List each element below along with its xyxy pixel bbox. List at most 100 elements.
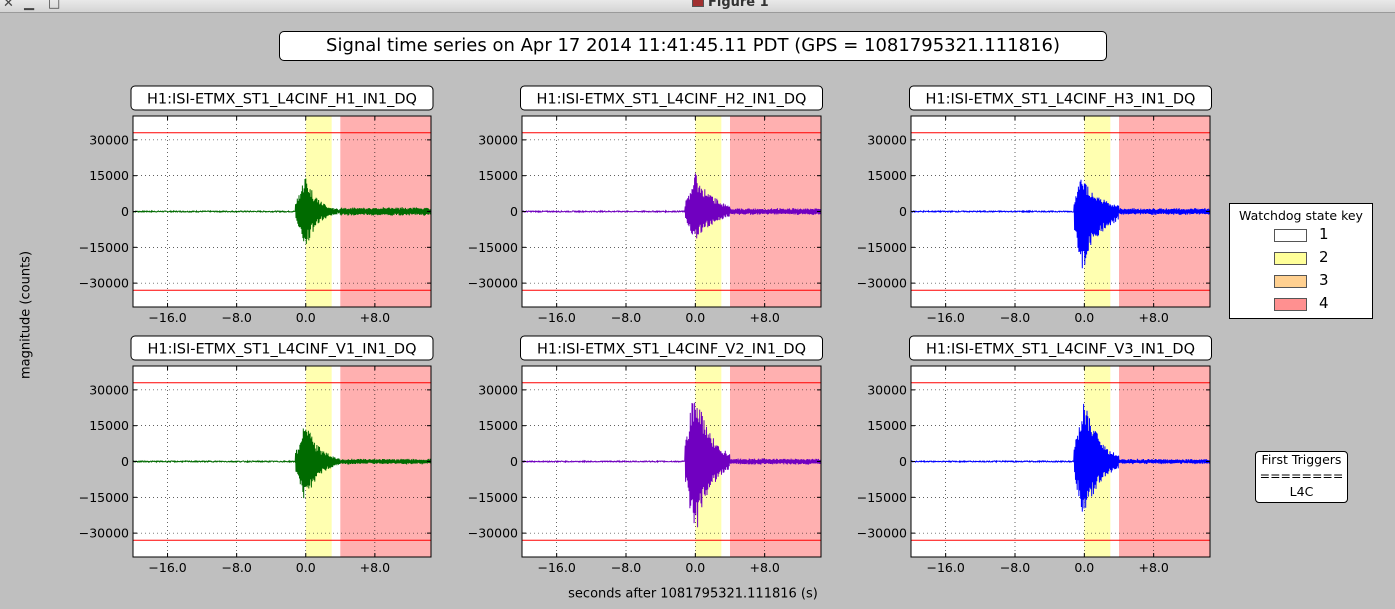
y-tick-label: 15000 [89, 418, 129, 433]
signal-trace [521, 402, 822, 528]
y-tick-label: 15000 [89, 168, 129, 183]
x-tick-label: −8.0 [611, 560, 641, 575]
subplot-6: 30000 15000 0 −15000 −30000 −16.0 −8.0 0.0 +8.0 H… [857, 335, 1212, 575]
legend-item-4: 4 [1230, 292, 1372, 315]
legend-item-2: 2 [1230, 246, 1372, 269]
legend-swatch [1274, 298, 1307, 311]
first-triggers-box: First Triggers ======== L4C [1255, 451, 1348, 503]
legend: Watchdog state key 1 2 3 4 [1229, 203, 1373, 319]
minimize-icon[interactable]: ▁ [24, 0, 34, 11]
x-tick-label: −8.0 [221, 310, 251, 325]
y-tick-label: 30000 [867, 382, 907, 397]
x-tick-label: 0.0 [685, 310, 705, 325]
y-tick-label: −30000 [79, 526, 129, 541]
x-tick-label: 0.0 [296, 560, 316, 575]
subplot-title-box [130, 335, 434, 361]
x-axis-label: seconds after 1081795321.111816 (s) [568, 586, 818, 602]
x-tick-label: −16.0 [538, 310, 576, 325]
y-tick-label: −15000 [857, 240, 907, 255]
subplot-title-box [520, 335, 823, 361]
y-tick-label: −30000 [79, 276, 129, 291]
first-triggers-separator: ======== [1259, 468, 1344, 483]
legend-swatch [1274, 229, 1307, 242]
subplot-title-box [909, 85, 1212, 111]
y-tick-label: 30000 [89, 132, 129, 147]
legend-label: 4 [1319, 294, 1329, 312]
subplot-title-box [909, 335, 1212, 361]
signal-trace [132, 178, 432, 245]
y-tick-label: 15000 [478, 418, 518, 433]
subplot-4: 30000 15000 0 −15000 −30000 −16.0 −8.0 0.0 +8.0 H… [79, 335, 434, 575]
y-tick-label: 0 [510, 454, 518, 469]
x-tick-label: −8.0 [1000, 560, 1030, 575]
legend-label: 2 [1319, 248, 1329, 266]
x-tick-label: −8.0 [611, 310, 641, 325]
x-tick-label: +8.0 [749, 560, 779, 575]
y-tick-label: 30000 [478, 132, 518, 147]
y-tick-label: 30000 [478, 382, 518, 397]
y-tick-label: 0 [121, 454, 129, 469]
x-tick-label: +8.0 [749, 310, 779, 325]
y-tick-label: 15000 [867, 168, 907, 183]
y-tick-label: −30000 [468, 276, 518, 291]
legend-swatch [1274, 275, 1307, 288]
signal-trace [132, 428, 432, 499]
subplot-title: H1:ISI-ETMX_ST1_L4CINF_H3_IN1_DQ [926, 92, 1196, 108]
y-tick-label: −15000 [468, 240, 518, 255]
x-tick-label: 0.0 [296, 310, 316, 325]
y-tick-label: 0 [899, 454, 907, 469]
first-triggers-title: First Triggers [1261, 452, 1342, 467]
first-triggers-value: L4C [1289, 484, 1314, 499]
subplot-title: H1:ISI-ETMX_ST1_L4CINF_H2_IN1_DQ [537, 92, 807, 108]
x-tick-label: −16.0 [148, 310, 186, 325]
y-tick-label: 15000 [867, 418, 907, 433]
x-tick-label: 0.0 [685, 560, 705, 575]
y-tick-label: −30000 [468, 526, 518, 541]
signal-trace [521, 173, 822, 239]
legend-swatch [1274, 252, 1307, 265]
y-tick-label: 0 [510, 204, 518, 219]
signal-trace [910, 179, 1211, 269]
legend-item-3: 3 [1230, 269, 1372, 292]
y-axis-label: magnitude (counts) [18, 250, 34, 380]
maximize-icon[interactable]: □ [48, 0, 61, 11]
x-tick-label: +8.0 [1138, 310, 1168, 325]
y-tick-label: 15000 [478, 168, 518, 183]
subplot-title: H1:ISI-ETMX_ST1_L4CINF_V3_IN1_DQ [926, 342, 1195, 358]
y-tick-label: −30000 [857, 276, 907, 291]
x-tick-label: −8.0 [221, 560, 251, 575]
y-tick-label: −30000 [857, 526, 907, 541]
x-tick-label: −16.0 [148, 560, 186, 575]
y-tick-label: −15000 [79, 490, 129, 505]
x-tick-label: 0.0 [1074, 560, 1094, 575]
x-tick-label: +8.0 [360, 560, 390, 575]
y-tick-label: 30000 [867, 132, 907, 147]
x-tick-label: −16.0 [927, 560, 965, 575]
x-tick-label: +8.0 [1138, 560, 1168, 575]
subplot-title-box [130, 85, 434, 111]
x-tick-label: +8.0 [360, 310, 390, 325]
legend-label: 1 [1319, 225, 1329, 243]
close-icon[interactable]: ✕ [3, 0, 14, 11]
app-icon [692, 0, 704, 7]
window-titlebar: ✕ ▁ □ Figure 1 [0, 0, 1395, 13]
figure-title: Signal time series on Apr 17 2014 11:41:… [279, 31, 1107, 61]
y-tick-label: −15000 [79, 240, 129, 255]
legend-title: Watchdog state key [1239, 208, 1363, 223]
x-tick-label: −16.0 [927, 310, 965, 325]
legend-item-1: 1 [1230, 223, 1372, 246]
subplot-5: 30000 15000 0 −15000 −30000 −16.0 −8.0 0.0 +8.0 H… [468, 335, 823, 575]
subplot-title-box [520, 85, 823, 111]
subplot-1: 30000 15000 0 −15000 −30000 −16.0 −8.0 0.0 +8.0 H… [79, 85, 434, 325]
y-tick-label: 0 [121, 204, 129, 219]
subplot-title: H1:ISI-ETMX_ST1_L4CINF_H1_IN1_DQ [147, 92, 417, 108]
subplot-2: 30000 15000 0 −15000 −30000 −16.0 −8.0 0.0 +8.0 H… [468, 85, 823, 325]
subplot-3: 30000 15000 0 −15000 −30000 −16.0 −8.0 0.0 +8.0 H… [857, 85, 1212, 325]
y-tick-label: 0 [899, 204, 907, 219]
y-tick-label: 30000 [89, 382, 129, 397]
y-tick-label: −15000 [468, 490, 518, 505]
subplot-title: H1:ISI-ETMX_ST1_L4CINF_V2_IN1_DQ [537, 342, 806, 358]
legend-label: 3 [1319, 271, 1329, 289]
window-title: Figure 1 [708, 0, 769, 10]
